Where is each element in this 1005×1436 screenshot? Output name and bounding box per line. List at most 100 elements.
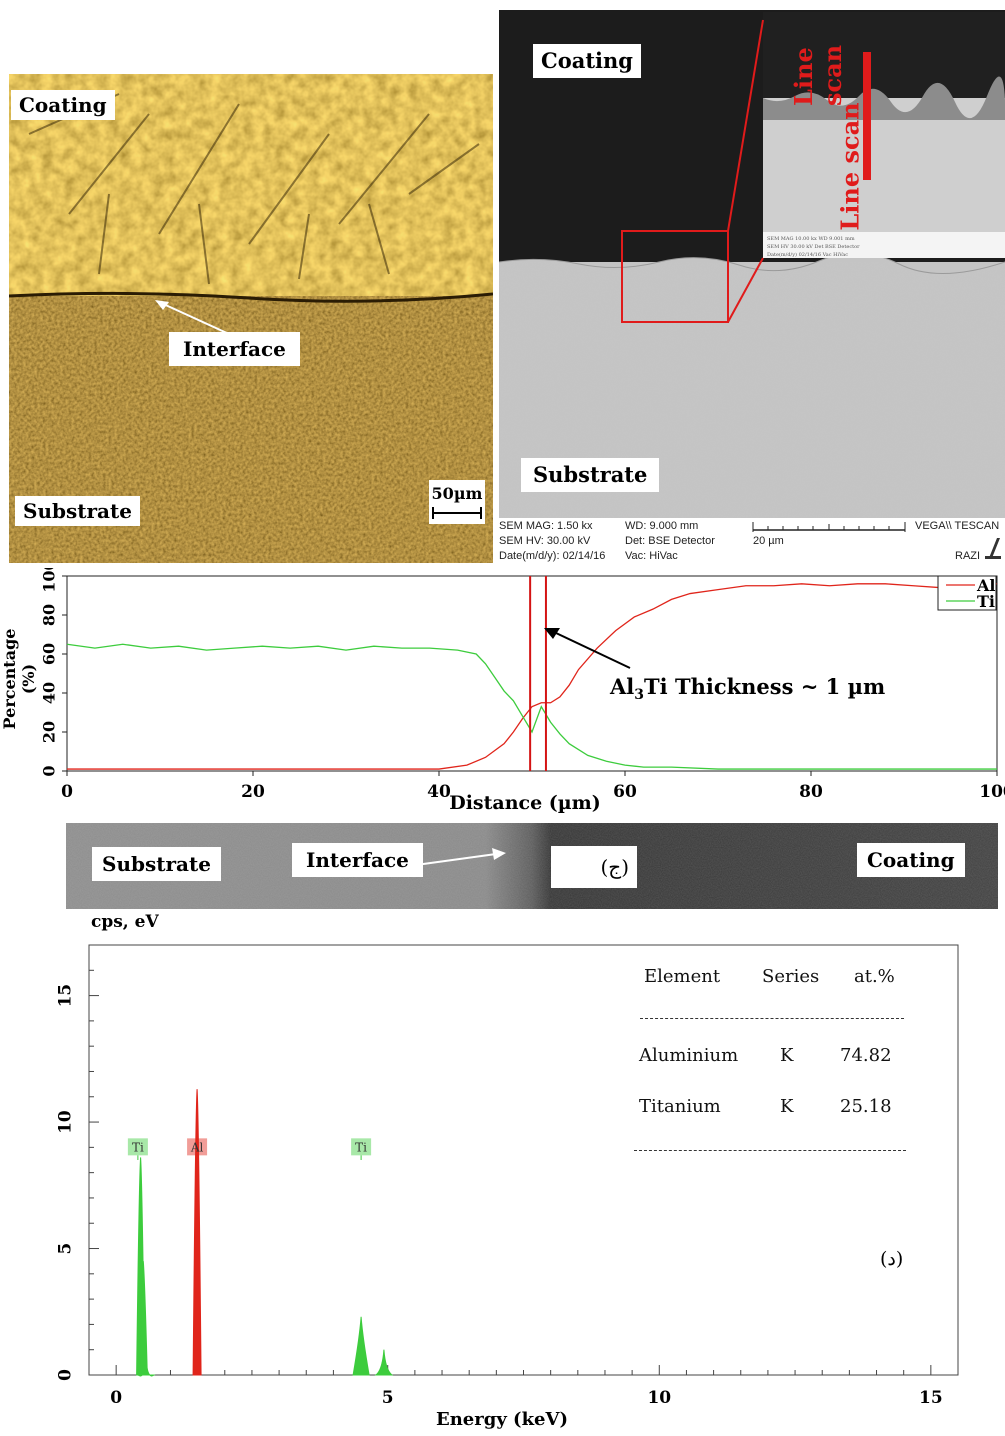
- eds-x-tick-label: 15: [919, 1388, 943, 1408]
- sem-vacuum: Vac: HiVac: [625, 550, 678, 562]
- x-tick-label: 20: [241, 782, 265, 802]
- eds-row-element: Aluminium: [639, 1045, 739, 1066]
- strip-interface-label: Interface: [292, 843, 423, 877]
- eds-title: cps, eV: [91, 912, 159, 932]
- eds-peak-label-box: [351, 1138, 372, 1156]
- scale-bar: 50µm: [429, 480, 485, 524]
- eds-peak-ti: [136, 1359, 156, 1377]
- tescan-logo-icon: [985, 538, 1001, 559]
- optical-micrograph: Coating Interface Substrate 50µm: [8, 74, 494, 563]
- eds-x-tick-label: 10: [647, 1388, 671, 1408]
- sem-micrograph: SEM MAG 10.00 kx WD 9.001 mm SEM HV 30.00…: [498, 10, 1005, 518]
- eds-xlabel: Energy (keV): [436, 1409, 568, 1430]
- strip-panel-label: (ج): [551, 846, 637, 888]
- x-tick-label: 40: [427, 782, 451, 802]
- y-tick-label: 100: [40, 568, 59, 593]
- eds-header-at: at.%: [854, 966, 895, 987]
- sem-scale-bar: [752, 522, 906, 532]
- eds-peak-label-text: Ti: [355, 1140, 367, 1154]
- y-tick-label: 0: [40, 765, 59, 776]
- svg-text:SEM HV 30.00 kV Det BSE Detec: SEM HV 30.00 kV Det BSE Detector: [767, 244, 860, 250]
- line-chart-ylabel: Percentage (%): [0, 628, 38, 730]
- eds-row-element: Titanium: [639, 1096, 721, 1117]
- substrate-label: Substrate: [15, 496, 140, 526]
- svg-text:Date(m/d/y) 02/14/16 Vac HiVa: Date(m/d/y) 02/14/16 Vac HiVac: [767, 251, 848, 258]
- eds-results-table: Element Series at.% Aluminium K 74.82 Ti…: [634, 966, 906, 1151]
- al3ti-annotation: Al3Ti Thickness ~ 1 µm: [610, 674, 885, 703]
- strip-substrate-label: Substrate: [92, 847, 221, 881]
- eds-plot: 0 5 10 15 0 5 10 15 Ti Al Ti: [56, 944, 959, 1408]
- eds-table-divider-top: [640, 1018, 904, 1019]
- line-scan-strip-image: [66, 823, 998, 909]
- x-tick-label: 0: [61, 782, 73, 802]
- eds-peak-label-text: Ti: [132, 1140, 144, 1154]
- svg-text:SEM MAG 10.00 kx WD 9.001 mm: SEM MAG 10.00 kx WD 9.001 mm: [767, 236, 855, 242]
- sem-hv: SEM HV: 30.00 kV: [499, 535, 591, 547]
- series-line-ti: [66, 643, 997, 770]
- sem-date: Date(m/d/y): 02/14/16: [499, 550, 606, 562]
- scale-bar-label: 50µm: [431, 484, 483, 503]
- eds-header-element: Element: [644, 966, 721, 987]
- sem-coating-label: Coating: [533, 44, 641, 78]
- eds-peak-label-box: [187, 1138, 208, 1156]
- coating-label: Coating: [11, 90, 115, 120]
- eds-y-tick-label: 15: [56, 984, 76, 1008]
- eds-spectrum: cps, eV 0 5 10 15 0 5 10 15 Ti Al Ti Energy (keV) …: [0, 910, 1005, 1432]
- sem-detector: Det: BSE Detector: [625, 535, 715, 547]
- eds-table-row: Aluminium K 74.82: [634, 1045, 906, 1073]
- x-tick-label: 100: [979, 782, 1005, 802]
- sem-mag: SEM MAG: 1.50 kx: [499, 520, 593, 532]
- eds-table-row: Titanium K 25.18: [634, 1096, 906, 1124]
- sem-scale-label: 20 µm: [753, 535, 784, 547]
- annotation-arrowhead: [544, 628, 560, 639]
- strip-coating-label: Coating: [857, 843, 965, 877]
- eds-x-tick-label: 5: [382, 1388, 394, 1408]
- eds-peak-label: Al: [187, 1138, 208, 1160]
- series-line-al: [67, 583, 997, 770]
- eds-y-tick-label: 10: [56, 1110, 76, 1134]
- y-tick-label: 60: [40, 643, 59, 665]
- eds-peak-label: Ti: [127, 1138, 148, 1160]
- eds-row-value: 74.82: [840, 1045, 892, 1066]
- sem-micrograph-image: SEM MAG 10.00 kx WD 9.001 mm SEM HV 30.00…: [498, 10, 1005, 518]
- eds-y-tick-label: 5: [56, 1243, 76, 1255]
- eds-table-divider-bottom: [634, 1150, 906, 1151]
- eds-peak-label: Ti: [351, 1138, 372, 1160]
- eds-table-header: Element Series at.%: [634, 966, 906, 994]
- sem-metadata: SEM MAG: 1.50 kx SEM HV: 30.00 kV Date(m…: [499, 518, 1005, 564]
- legend-box: [937, 575, 997, 611]
- eds-header-series: Series: [762, 966, 820, 987]
- x-tick-label: 80: [799, 782, 823, 802]
- legend-label-ti: Ti: [977, 592, 995, 611]
- y-tick-label: 40: [40, 682, 59, 704]
- y-tick-label: 20: [40, 721, 59, 743]
- sem-lab: RAZI: [955, 550, 981, 562]
- optical-micrograph-image: [8, 74, 494, 563]
- al3ti-annotation-text: Al3Ti Thickness ~ 1 µm: [610, 674, 886, 704]
- sem-substrate-label: Substrate: [521, 458, 660, 492]
- interface-label: Interface: [169, 332, 300, 366]
- eds-panel-label: (د): [880, 1248, 904, 1270]
- eds-row-series: K: [780, 1045, 794, 1066]
- sem-brand: VEGA\\ TESCAN: [915, 520, 1000, 532]
- eds-peak-ti: [352, 1316, 370, 1376]
- eds-row-series: K: [780, 1096, 794, 1117]
- sem-wd: WD: 9.000 mm: [625, 520, 699, 532]
- plot-frame: [66, 575, 998, 772]
- eds-peak-ti: [374, 1349, 394, 1376]
- eds-x-tick-label: 0: [110, 1388, 122, 1408]
- eds-peak-label-box: [127, 1138, 148, 1156]
- legend-label-al: Al: [976, 576, 996, 595]
- line-scan-strip: Substrate Interface (ج) Coating: [66, 823, 998, 909]
- annotation-arrow: [555, 632, 631, 669]
- y-tick-label: 80: [40, 604, 59, 626]
- line-scan-text: Line scan: [835, 102, 865, 231]
- eds-row-value: 25.18: [840, 1096, 892, 1117]
- line-chart-xlabel: Distance (µm): [449, 792, 601, 814]
- eds-peak-ti: [138, 1261, 148, 1376]
- x-tick-label: 60: [613, 782, 637, 802]
- eds-y-tick-label: 0: [56, 1369, 76, 1381]
